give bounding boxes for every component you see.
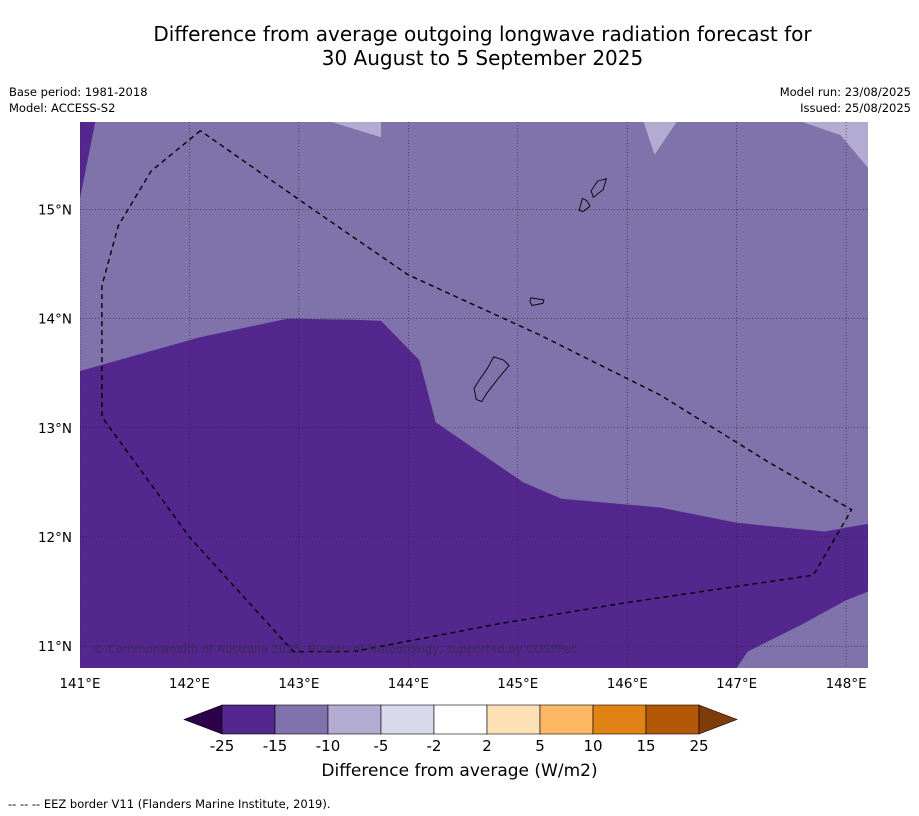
- lon-tick-label: 141°E: [59, 676, 100, 692]
- colorbar-bin: [486, 704, 541, 735]
- colorbar-tick-label: 5: [535, 737, 545, 755]
- meta-left: Base period: 1981-2018 Model: ACCESS-S2: [9, 84, 148, 116]
- island-outline-3: [590, 178, 608, 199]
- colorbar-tick-label: -10: [315, 737, 341, 755]
- colorbar-tick-label: -2: [426, 737, 442, 755]
- colorbar-over-arrow: [698, 704, 738, 735]
- colorbar-bin: [221, 704, 276, 735]
- colorbar-tick-label: 2: [482, 737, 492, 755]
- anomaly-region-mid-2: [736, 591, 868, 668]
- title-line-1: Difference from average outgoing longwav…: [153, 22, 812, 46]
- eez-footnote: -- -- -- EEZ border V11 (Flanders Marine…: [8, 797, 331, 811]
- lon-tick-label: 148°E: [826, 676, 867, 692]
- title-line-2: 30 August to 5 September 2025: [321, 46, 644, 70]
- island-outline-0: [473, 356, 510, 403]
- lon-tick-label: 146°E: [607, 676, 648, 692]
- colorbar-tick-label: -5: [373, 737, 389, 755]
- lat-tick-label: 12°N: [38, 530, 72, 546]
- lat-tick-label: 15°N: [38, 202, 72, 218]
- colorbar-tick-label: -25: [209, 737, 235, 755]
- lat-tick-label: 14°N: [38, 312, 72, 328]
- lat-tick-label: 13°N: [38, 421, 72, 437]
- issued-date: Issued: 25/08/2025: [800, 101, 911, 115]
- colorbar-bin: [433, 704, 488, 735]
- base-period: Base period: 1981-2018: [9, 85, 148, 99]
- colorbar-tick-label: -15: [262, 737, 288, 755]
- colorbar-under-arrow: [183, 704, 223, 735]
- anomaly-region-light-4: [643, 122, 677, 155]
- colorbar-bin: [592, 704, 647, 735]
- lat-tick-label: 11°N: [38, 639, 72, 655]
- meta-right: Model run: 23/08/2025 Issued: 25/08/2025: [780, 84, 911, 116]
- island-outline-1: [529, 297, 545, 307]
- colorbar-bin: [380, 704, 435, 735]
- anomaly-region-dark-0: [80, 318, 868, 668]
- colorbar-bin: [274, 704, 329, 735]
- lon-tick-label: 147°E: [716, 676, 757, 692]
- colorbar-tick-label: 25: [689, 737, 709, 755]
- lon-tick-label: 143°E: [278, 676, 319, 692]
- model-run: Model run: 23/08/2025: [779, 85, 911, 99]
- colorbar-tick-label: 10: [583, 737, 603, 755]
- colorbar: [183, 704, 738, 735]
- anomaly-region-light-5: [802, 122, 868, 168]
- lon-tick-label: 142°E: [169, 676, 210, 692]
- colorbar-bin: [327, 704, 382, 735]
- lon-tick-label: 145°E: [497, 676, 538, 692]
- colorbar-label: Difference from average (W/m2): [321, 761, 598, 781]
- lon-tick-label: 144°E: [388, 676, 429, 692]
- colorbar-tick-label: 15: [636, 737, 656, 755]
- anomaly-region-dark-1: [80, 122, 96, 199]
- colorbar-bin: [645, 704, 700, 735]
- eez-border: [101, 130, 853, 653]
- anomaly-region-light-3: [331, 122, 381, 138]
- map-panel: © Commonwealth of Australia 2025, Bureau…: [38, 122, 868, 692]
- copyright-notice: © Commonwealth of Australia 2025, Bureau…: [93, 642, 577, 656]
- model-name: Model: ACCESS-S2: [9, 101, 116, 115]
- chart-title: Difference from average outgoing longwav…: [0, 22, 919, 70]
- colorbar-bin: [539, 704, 594, 735]
- island-outline-2: [578, 197, 591, 212]
